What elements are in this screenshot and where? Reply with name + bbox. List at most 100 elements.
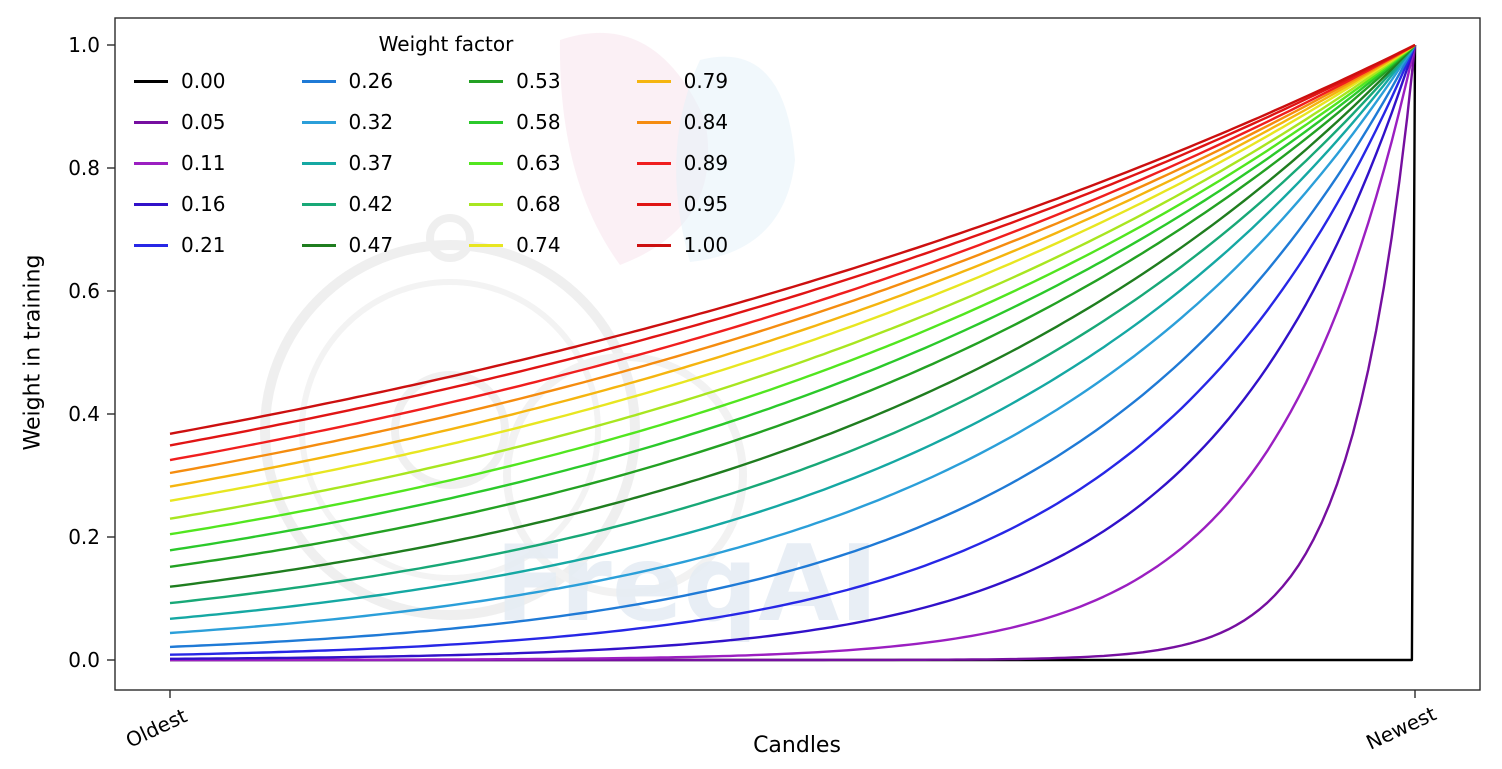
legend-line-swatch [469, 243, 504, 247]
curve-factor-0.84 [169, 43, 1416, 475]
curve-factor-0.74 [169, 44, 1416, 502]
curve-factor-0.47 [169, 44, 1416, 588]
legend-label: 0.79 [683, 69, 729, 93]
legend-line-swatch [301, 161, 336, 165]
legend-label: 0.68 [516, 192, 561, 216]
legend-label: 0.16 [181, 192, 226, 216]
curve-factor-0.42 [169, 44, 1416, 605]
legend-line-swatch [469, 79, 504, 83]
legend-entry-0.84: 0.84 [636, 109, 728, 135]
legend-line-swatch [469, 120, 504, 124]
legend-label: 0.26 [348, 69, 394, 93]
legend-title: Weight factor [378, 32, 514, 56]
legend-entry-0.32: 0.32 [301, 109, 394, 135]
legend-entry-0.63: 0.63 [469, 150, 561, 176]
legend-line-swatch [134, 243, 168, 247]
legend-line-swatch [301, 202, 336, 206]
legend-line-swatch [301, 120, 336, 124]
legend-entry-0.89: 0.89 [636, 150, 729, 176]
legend-label: 0.89 [683, 151, 729, 175]
curve-factor-0.26 [169, 44, 1417, 649]
legend: Weight factor 0.00 0.05 0.11 0.16 0.21 0.26 0.… [134, 32, 758, 258]
legend-entry-0.74: 0.74 [469, 232, 561, 258]
y-tick-label-0.6: 0.6 [68, 279, 100, 303]
curve-factor-0.63 [169, 44, 1416, 536]
legend-label: 1.00 [683, 233, 729, 257]
legend-label: 0.58 [516, 110, 561, 134]
y-tick-label-0.2: 0.2 [68, 525, 100, 549]
watermark-petal-blue [676, 56, 795, 263]
watermark-circle-knob [426, 214, 474, 262]
legend-label: 0.42 [348, 192, 394, 216]
legend-label: 0.32 [348, 110, 394, 134]
legend-line-swatch [134, 120, 168, 124]
curve-factor-0.16 [170, 44, 1417, 660]
y-tick-label-1.0: 1.0 [68, 33, 100, 57]
legend-entry-0.16: 0.16 [134, 191, 226, 217]
legend-entry-0.53: 0.53 [469, 68, 561, 94]
legend-line-swatch [134, 79, 168, 83]
legend-line-swatch [636, 243, 671, 247]
watermark-circle-right [503, 353, 747, 597]
legend-entry-0.79: 0.79 [636, 68, 729, 94]
legend-label: 0.63 [516, 151, 561, 175]
curve-factor-0.95 [169, 43, 1416, 447]
curve-factor-0.58 [169, 44, 1416, 552]
legend-label: 0.11 [181, 151, 226, 175]
legend-column-4: 0.79 0.84 0.89 0.95 1.00 [636, 68, 729, 258]
legend-line-swatch [636, 202, 671, 206]
legend-label: 0.05 [181, 110, 226, 134]
legend-grid: 0.00 0.05 0.11 0.16 0.21 0.26 0.32 0.37 0.42 0.47… [134, 68, 758, 258]
curve-factor-1.00 [169, 43, 1416, 435]
legend-entry-0.37: 0.37 [301, 150, 393, 176]
curve-group [169, 43, 1417, 662]
legend-line-swatch [636, 79, 671, 83]
legend-label: 0.00 [181, 69, 226, 93]
curve-factor-0.68 [169, 44, 1416, 520]
watermark-circle-inner [299, 279, 601, 581]
legend-entry-0.26: 0.26 [301, 68, 394, 94]
legend-label: 0.95 [683, 192, 729, 216]
watermark-text: FreqAI [495, 523, 879, 645]
legend-line-swatch [636, 161, 671, 165]
curve-factor-0.53 [169, 44, 1416, 568]
legend-label: 0.53 [516, 69, 561, 93]
curve-factor-0.79 [169, 43, 1416, 488]
legend-line-swatch [134, 202, 168, 206]
legend-label: 0.74 [516, 233, 561, 257]
legend-entry-0.05: 0.05 [134, 109, 226, 135]
legend-entry-0.00: 0.00 [134, 68, 226, 94]
freqai-watermark: FreqAI [260, 32, 879, 645]
watermark-circle-outer [260, 240, 640, 620]
legend-entry-1.00: 1.00 [636, 232, 729, 258]
legend-entry-0.68: 0.68 [469, 191, 561, 217]
curve-factor-0.89 [169, 43, 1416, 462]
watermark-petal-pink [559, 32, 709, 266]
legend-label: 0.47 [348, 233, 394, 257]
curve-factor-0.32 [169, 44, 1417, 635]
legend-line-swatch [636, 120, 671, 124]
legend-column-3: 0.53 0.58 0.63 0.68 0.74 [469, 68, 561, 258]
x-axis-label: Candles [753, 733, 841, 758]
legend-entry-0.58: 0.58 [469, 109, 561, 135]
curve-factor-0.21 [169, 44, 1417, 656]
y-tick-label-0.0: 0.0 [68, 648, 100, 672]
legend-column-1: 0.00 0.05 0.11 0.16 0.21 [134, 68, 226, 258]
curve-factor-0.11 [170, 44, 1417, 662]
axes-spines [114, 17, 1481, 691]
legend-entry-0.21: 0.21 [134, 232, 226, 258]
legend-line-swatch [301, 79, 336, 83]
legend-line-swatch [469, 202, 504, 206]
legend-label: 0.21 [181, 233, 226, 257]
y-axis-label: Weight in training [20, 254, 46, 451]
tick-marks [107, 44, 1416, 698]
legend-column-2: 0.26 0.32 0.37 0.42 0.47 [301, 68, 394, 258]
y-tick-label-0.8: 0.8 [68, 156, 100, 180]
legend-line-swatch [469, 161, 504, 165]
y-tick-label-0.4: 0.4 [68, 402, 100, 426]
legend-line-swatch [301, 243, 336, 247]
legend-entry-0.47: 0.47 [301, 232, 394, 258]
curve-factor-0.37 [169, 44, 1416, 620]
